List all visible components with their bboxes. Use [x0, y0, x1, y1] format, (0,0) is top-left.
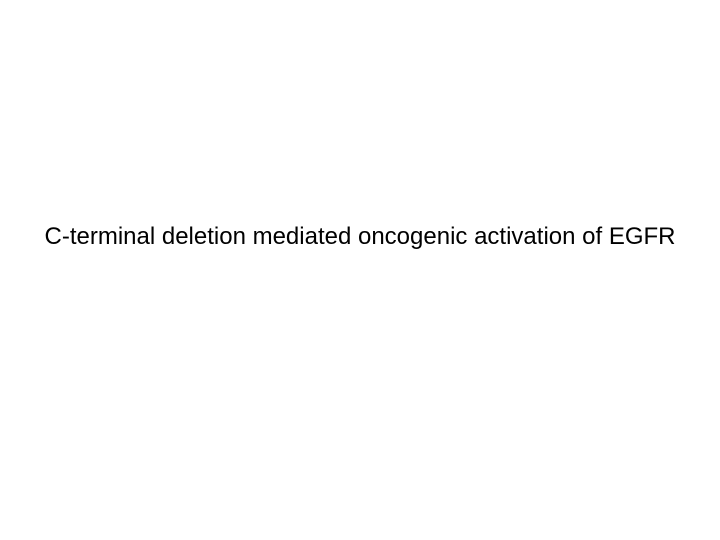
slide-title: C-terminal deletion mediated oncogenic a…	[0, 223, 720, 251]
slide: C-terminal deletion mediated oncogenic a…	[0, 0, 720, 540]
